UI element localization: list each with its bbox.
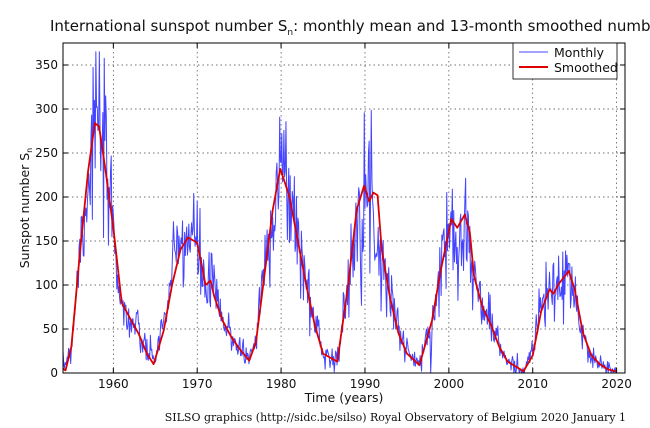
x-tick-label: 2010 <box>517 377 548 391</box>
y-tick-label: 250 <box>35 146 58 160</box>
x-tick-label: 2000 <box>434 377 465 391</box>
y-tick-label: 0 <box>50 366 58 380</box>
x-tick-label: 1960 <box>98 377 129 391</box>
title-subscript: n <box>287 28 293 38</box>
legend-smoothed-label: Smoothed <box>554 60 618 75</box>
y-tick-label: 200 <box>35 190 58 204</box>
y-tick-label: 150 <box>35 234 58 248</box>
y-axis-label: Sunspot number Sn <box>17 148 34 269</box>
y-tick-label: 50 <box>43 322 58 336</box>
chart-title: International sunspot number Sn: monthly… <box>50 17 650 38</box>
x-tick-label: 1980 <box>266 377 297 391</box>
axis-ticks: 1960 1970 1980 1990 2000 2010 2020 0 50 100 150 200… <box>35 43 632 391</box>
legend-box <box>512 42 618 80</box>
plot-frame <box>62 42 626 374</box>
grid-lines <box>63 43 625 374</box>
x-axis-label: Time (years) <box>304 390 384 405</box>
legend-monthly-label: Monthly <box>554 45 605 60</box>
credit-footer: SILSO graphics (http://sidc.be/silso) Ro… <box>164 411 626 424</box>
x-tick-label: 1990 <box>350 377 381 391</box>
y-axis-label-symbol: S <box>17 153 32 161</box>
x-tick-label: 1970 <box>182 377 213 391</box>
y-tick-label: 350 <box>35 58 58 72</box>
title-symbol: S <box>278 17 288 35</box>
x-tick-label: 2020 <box>601 377 632 391</box>
y-tick-label: 300 <box>35 102 58 116</box>
smoothed-series-line <box>62 122 616 373</box>
y-axis-label-text: Sunspot number <box>17 164 32 268</box>
series-lines <box>62 51 617 374</box>
y-axis-label-subscript: n <box>25 148 34 153</box>
title-suffix: : monthly mean and 13-month smoothed num… <box>293 17 650 35</box>
legend: Monthly Smoothed <box>512 42 618 80</box>
title-main: International sunspot number <box>50 17 274 35</box>
monthly-series-line <box>62 51 617 374</box>
y-tick-label: 100 <box>35 278 58 292</box>
